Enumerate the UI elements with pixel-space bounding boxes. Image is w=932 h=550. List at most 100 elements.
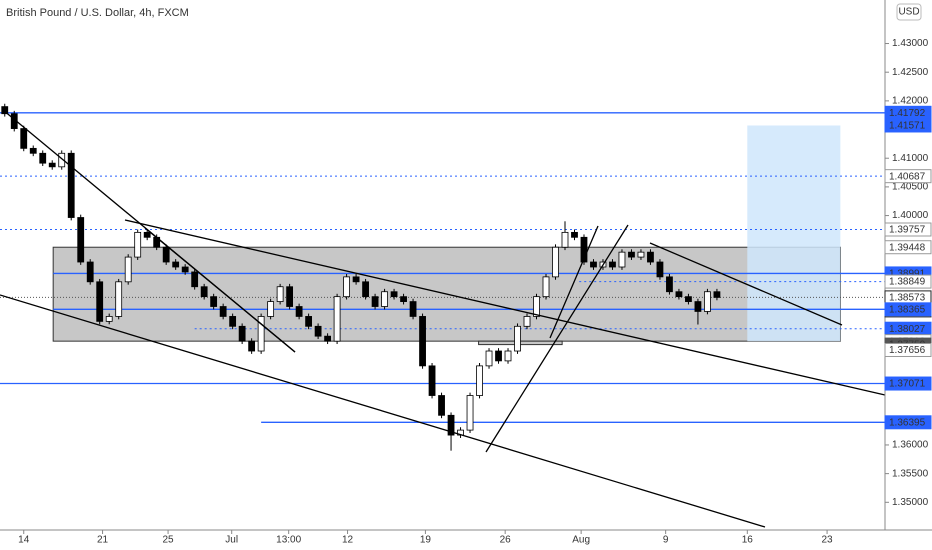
candle-body bbox=[134, 231, 142, 258]
currency[interactable]: USD bbox=[898, 7, 919, 18]
candle-body bbox=[276, 286, 284, 302]
price-label: 1.36395 bbox=[889, 417, 926, 428]
trendline bbox=[649, 242, 843, 326]
x-tick-label: Jul bbox=[225, 535, 238, 546]
trendline bbox=[144, 227, 296, 353]
y-tick-label: 1.40000 bbox=[892, 210, 929, 221]
candle-body bbox=[286, 286, 294, 307]
y-tick-label: 1.35500 bbox=[892, 468, 929, 479]
price-label: 1.38027 bbox=[889, 324, 926, 335]
y-tick-label: 1.42500 bbox=[892, 67, 929, 78]
candle-body bbox=[77, 217, 85, 263]
candle-body bbox=[685, 296, 692, 302]
candle-body bbox=[39, 152, 47, 164]
y-tick-label: 1.40500 bbox=[892, 182, 929, 193]
candle-body bbox=[590, 261, 597, 268]
candle-body bbox=[67, 152, 75, 218]
price-label: 1.39448 bbox=[889, 242, 926, 253]
y-tick-label: 1.43000 bbox=[892, 38, 929, 49]
x-tick-label: 23 bbox=[822, 535, 834, 546]
candle-body bbox=[637, 251, 645, 258]
candle-body bbox=[124, 256, 132, 283]
candle-body bbox=[324, 335, 332, 342]
price-label: 1.38849 bbox=[889, 277, 926, 288]
candle-body bbox=[191, 271, 199, 288]
x-tick-label: 21 bbox=[97, 535, 109, 546]
price-label: 1.37656 bbox=[889, 345, 926, 356]
axis: 1.43000 1.42500 1.42000 1.41000 1.40500 1.400… bbox=[18, 38, 932, 546]
candle-body bbox=[229, 316, 237, 327]
price-label: 1.37071 bbox=[889, 379, 926, 390]
x-tick-label: 12 bbox=[342, 535, 354, 546]
candle-body bbox=[115, 281, 123, 317]
candle-body bbox=[362, 281, 369, 298]
candle-body bbox=[390, 291, 398, 298]
price-label: 1.39757 bbox=[889, 225, 926, 236]
candle-body bbox=[447, 414, 455, 436]
candle-body bbox=[571, 231, 578, 238]
candle-body bbox=[333, 296, 341, 342]
candle-body bbox=[29, 147, 37, 154]
candle-body bbox=[267, 301, 275, 317]
candle-body bbox=[162, 246, 170, 263]
y-tick-label: 1.36000 bbox=[892, 440, 929, 451]
candle-body bbox=[248, 340, 256, 352]
price-label: 1.41792 bbox=[889, 108, 926, 119]
candle-body bbox=[400, 296, 407, 302]
candle-body bbox=[200, 286, 208, 298]
candle-body bbox=[675, 291, 683, 298]
candle-body bbox=[504, 350, 512, 362]
x-tick-label: 16 bbox=[742, 535, 754, 546]
chart-title: British Pound / U.S. Dollar, 4h, FXCM bbox=[6, 7, 189, 19]
candle-body bbox=[181, 266, 189, 273]
candle-body bbox=[476, 365, 483, 396]
candle-body bbox=[58, 152, 66, 168]
x-tick-label: 13:00 bbox=[276, 535, 301, 546]
candle-body bbox=[466, 395, 474, 431]
candle-body bbox=[485, 350, 493, 367]
trendline bbox=[549, 225, 599, 339]
price-label: 1.38365 bbox=[889, 304, 926, 315]
currency-button[interactable] bbox=[896, 3, 922, 21]
candle-body bbox=[552, 246, 559, 278]
price-label-box bbox=[884, 169, 932, 184]
price-label-box bbox=[884, 118, 932, 133]
candle-body bbox=[514, 325, 521, 352]
candle-body bbox=[609, 261, 616, 268]
x-tick-label: 25 bbox=[163, 535, 175, 546]
candle-body bbox=[343, 276, 350, 298]
candle-body bbox=[704, 291, 711, 312]
candle-body bbox=[580, 236, 588, 263]
trendlines bbox=[0, 109, 886, 528]
x-tick-label: 19 bbox=[420, 535, 432, 546]
candle-body bbox=[533, 296, 540, 317]
y-tick-label: 1.35000 bbox=[892, 497, 929, 508]
trendline bbox=[124, 219, 886, 396]
trendline bbox=[485, 224, 629, 453]
price-label-box bbox=[884, 376, 932, 391]
candle-body bbox=[438, 395, 445, 416]
y-tick-label: 1.42000 bbox=[892, 96, 929, 107]
candle-body bbox=[352, 276, 360, 283]
price-label-box bbox=[884, 240, 932, 255]
candle-body bbox=[561, 231, 569, 248]
candle-body bbox=[628, 251, 635, 258]
candle-body bbox=[666, 276, 673, 293]
zone bbox=[747, 125, 841, 342]
candle-body bbox=[647, 251, 654, 263]
candle-body bbox=[381, 291, 388, 307]
candle-body bbox=[656, 261, 664, 278]
price-label-box bbox=[884, 415, 932, 430]
price-label-box bbox=[884, 302, 932, 317]
price-label-box bbox=[884, 222, 932, 237]
candle-body bbox=[172, 261, 180, 268]
x-tick-label: 14 bbox=[18, 535, 30, 546]
x-tick-label: 26 bbox=[500, 535, 512, 546]
candle-body bbox=[295, 306, 303, 317]
y-tick-label: 1.41000 bbox=[892, 153, 929, 164]
candle-body bbox=[523, 316, 531, 327]
candle-body bbox=[495, 350, 502, 362]
price-label: 1.38991 bbox=[889, 269, 926, 280]
candle-body bbox=[428, 365, 436, 396]
